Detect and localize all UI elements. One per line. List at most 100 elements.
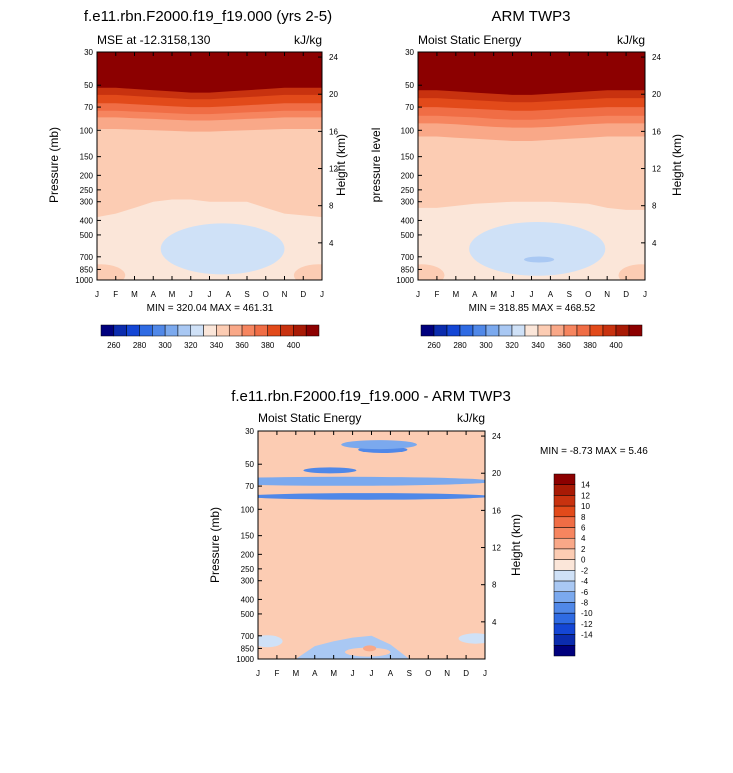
y-tick-label: 100 bbox=[241, 505, 255, 514]
y2-tick-label: 24 bbox=[492, 432, 501, 441]
x-tick-label: O bbox=[425, 669, 431, 678]
colorbar-label: 400 bbox=[609, 341, 623, 350]
y2-axis-title: Height (km) bbox=[509, 514, 523, 576]
x-tick-label: J bbox=[351, 669, 355, 678]
contour-region-8 bbox=[363, 645, 377, 652]
colorbar-swatch bbox=[293, 324, 307, 337]
colorbar-label: 300 bbox=[479, 341, 493, 350]
colorbar-swatch bbox=[576, 324, 591, 337]
y-tick-label: 250 bbox=[401, 186, 415, 195]
y-tick-label: 500 bbox=[80, 231, 94, 240]
colorbar-label: -8 bbox=[581, 599, 589, 608]
y-tick-label: 50 bbox=[245, 460, 254, 469]
y2-axis-title: Height (km) bbox=[334, 134, 348, 196]
y2-tick-label: 16 bbox=[492, 506, 501, 515]
y-tick-label: 30 bbox=[405, 48, 414, 57]
contour-region-1 bbox=[524, 256, 555, 263]
colorbar-swatch bbox=[553, 505, 576, 518]
colorbar-swatch bbox=[553, 591, 576, 603]
y-tick-label: 1000 bbox=[75, 276, 93, 285]
colorbar-swatch bbox=[553, 602, 576, 614]
colorbar-label: 280 bbox=[133, 341, 147, 350]
y-tick-label: 400 bbox=[80, 216, 94, 225]
y2-tick-label: 16 bbox=[329, 127, 338, 136]
y-tick-label: 250 bbox=[241, 565, 255, 574]
colorbar-label: 10 bbox=[581, 502, 590, 511]
colorbar-swatch bbox=[446, 324, 461, 337]
colorbar-label: -10 bbox=[581, 609, 593, 618]
y2-axis-title: Height (km) bbox=[670, 134, 684, 196]
contour-region-7 bbox=[345, 647, 391, 657]
x-tick-label: M bbox=[131, 290, 138, 299]
y-tick-label: 30 bbox=[84, 48, 93, 57]
contour-field bbox=[258, 431, 485, 659]
colorbar-label: 400 bbox=[287, 341, 301, 350]
x-tick-label: D bbox=[463, 669, 469, 678]
colorbar-label: 280 bbox=[453, 341, 467, 350]
y-tick-label: 150 bbox=[80, 153, 94, 162]
y2-tick-label: 20 bbox=[652, 90, 661, 99]
colorbar-label: -12 bbox=[581, 620, 593, 629]
y-tick-label: 200 bbox=[401, 171, 415, 180]
x-tick-label: M bbox=[452, 290, 459, 299]
colorbar-swatch bbox=[537, 324, 552, 337]
colorbar-label: -2 bbox=[581, 566, 589, 575]
x-tick-label: J bbox=[483, 669, 487, 678]
y2-tick-label: 20 bbox=[492, 469, 501, 478]
x-tick-label: J bbox=[320, 290, 324, 299]
x-tick-label: S bbox=[407, 669, 412, 678]
contour-region-5 bbox=[258, 635, 283, 648]
y2-tick-label: 16 bbox=[652, 127, 661, 136]
x-tick-label: M bbox=[330, 669, 337, 678]
colorbar-swatch bbox=[553, 559, 576, 571]
y2-tick-label: 4 bbox=[652, 239, 657, 248]
y-tick-label: 200 bbox=[241, 550, 255, 559]
colorbar-swatch bbox=[152, 324, 166, 337]
colorbar-swatch bbox=[553, 537, 576, 550]
panel-title: ARM TWP3 bbox=[492, 8, 571, 25]
panel-title: f.e11.rbn.F2000.f19_f19.000 (yrs 2-5) bbox=[84, 8, 332, 25]
y-tick-label: 70 bbox=[245, 482, 254, 491]
colorbar-swatch bbox=[100, 324, 115, 337]
x-tick-label: N bbox=[444, 669, 450, 678]
x-tick-label: A bbox=[151, 290, 157, 299]
colorbar-swatch bbox=[553, 645, 576, 657]
y2-tick-label: 8 bbox=[492, 581, 497, 590]
colorbar-swatch bbox=[228, 324, 243, 337]
contour-band-3 bbox=[258, 431, 485, 659]
colorbar-label: 340 bbox=[210, 341, 224, 350]
panel-model-mse: f.e11.rbn.F2000.f19_f19.000 (yrs 2-5) MS… bbox=[47, 8, 348, 350]
panel-left-label: MSE at -12.3158,130 bbox=[97, 33, 211, 47]
colorbar-label: -6 bbox=[581, 588, 589, 597]
x-tick-label: J bbox=[189, 290, 193, 299]
colorbar-swatch bbox=[553, 516, 576, 528]
y2-tick-label: 8 bbox=[329, 202, 334, 211]
panel-observed-mse: ARM TWP3 Moist Static Energy kJ/kg press… bbox=[369, 8, 684, 350]
x-tick-label: N bbox=[282, 290, 288, 299]
colorbar-swatch bbox=[553, 570, 576, 582]
y-tick-label: 50 bbox=[84, 81, 93, 90]
y-axis-title: Pressure (mb) bbox=[208, 507, 222, 583]
colorbar-label: 2 bbox=[581, 545, 586, 554]
y-tick-label: 700 bbox=[80, 253, 94, 262]
x-tick-label: M bbox=[292, 669, 299, 678]
colorbar-swatch bbox=[126, 324, 140, 337]
y2-tick-label: 8 bbox=[652, 202, 657, 211]
colorbar-swatch bbox=[216, 324, 230, 337]
panel-difference: f.e11.rbn.F2000.f19_f19.000 - ARM TWP3 M… bbox=[208, 388, 648, 678]
colorbar-label: 320 bbox=[505, 341, 519, 350]
x-tick-label: J bbox=[95, 290, 99, 299]
x-tick-label: D bbox=[623, 290, 629, 299]
colorbar-label: 340 bbox=[531, 341, 545, 350]
colorbar-swatch bbox=[305, 324, 320, 337]
colorbar-swatch bbox=[190, 324, 204, 337]
colorbar-label: 380 bbox=[583, 341, 597, 350]
y-tick-label: 50 bbox=[405, 81, 414, 90]
contour-field bbox=[418, 52, 645, 280]
colorbar-label: 300 bbox=[158, 341, 172, 350]
x-tick-label: A bbox=[312, 669, 318, 678]
contour-region-2 bbox=[293, 264, 322, 280]
x-tick-label: J bbox=[643, 290, 647, 299]
colorbar-swatch bbox=[553, 634, 576, 646]
